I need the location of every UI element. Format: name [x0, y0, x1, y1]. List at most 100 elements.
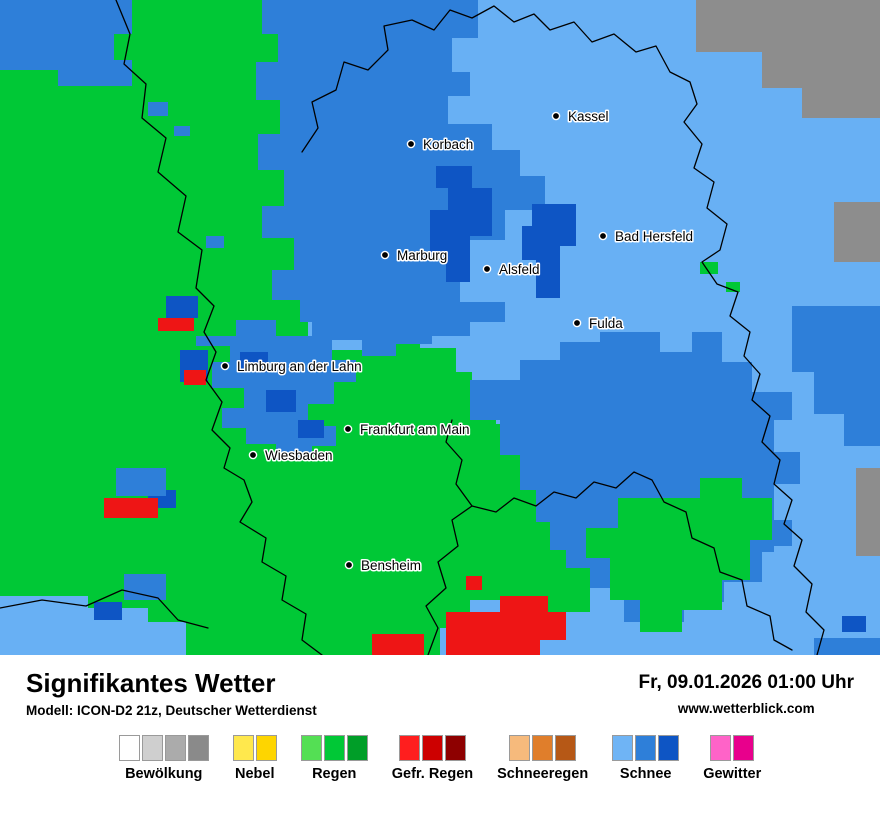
city-dot: [344, 560, 354, 570]
city-marker-fulda: Fulda: [572, 315, 625, 333]
city-dot: [572, 318, 582, 328]
legend-swatch: [555, 734, 577, 761]
patch: [158, 318, 194, 331]
region-snow-mid-topleft: [0, 0, 132, 86]
patch: [446, 596, 566, 655]
legend-swatch: [141, 734, 163, 761]
city-marker-wiesbaden: Wiesbaden: [248, 447, 334, 465]
city-dot: [551, 111, 561, 121]
legend-group-schnee: Schnee: [612, 734, 680, 782]
border-line-west: [115, 0, 323, 655]
legend-label: Bewölkung: [125, 765, 203, 782]
precipitation-regions: [0, 0, 880, 655]
patch: [148, 102, 168, 116]
legend-swatches: [232, 734, 277, 761]
city-dot: [343, 424, 353, 434]
footer-right: Fr, 09.01.2026 01:00 Uhr www.wetterblick…: [639, 669, 854, 716]
model-info: Modell: ICON-D2 21z, Deutscher Wetterdie…: [26, 702, 317, 718]
city-label: Alsfeld: [499, 262, 540, 277]
city-label: Bensheim: [361, 558, 421, 573]
patch: [166, 296, 198, 318]
city-label: Kassel: [568, 109, 609, 124]
city-marker-alsfeld: Alsfeld: [482, 261, 541, 279]
weather-map: Kassel Korbach Bad Hersfeld Marburg Alsf…: [0, 0, 880, 655]
patch: [726, 282, 740, 292]
legend-swatch: [398, 734, 420, 761]
legend-group-gewitter: Gewitter: [703, 734, 762, 782]
city-marker-kassel: Kassel: [551, 108, 610, 126]
patch: [184, 370, 206, 385]
city-markers: Kassel Korbach Bad Hersfeld Marburg Alsf…: [220, 108, 695, 575]
footer-header: Signifikantes Wetter Modell: ICON-D2 21z…: [0, 655, 880, 718]
patch: [104, 498, 158, 518]
legend-swatch: [509, 734, 531, 761]
footer-left: Signifikantes Wetter Modell: ICON-D2 21z…: [26, 669, 317, 718]
state-borders: [0, 0, 825, 655]
city-marker-limburg: Limburg an der Lahn: [220, 358, 363, 376]
legend-swatch: [635, 734, 657, 761]
patch: [174, 126, 190, 136]
patch: [522, 204, 576, 298]
legend-swatches: [118, 734, 209, 761]
city-label: Wiesbaden: [265, 448, 333, 463]
legend-swatch: [444, 734, 466, 761]
forecast-datetime: Fr, 09.01.2026 01:00 Uhr: [638, 672, 854, 693]
city-marker-korbach: Korbach: [406, 136, 475, 154]
city-marker-frankfurt: Frankfurt am Main: [343, 421, 471, 439]
patch: [124, 574, 166, 600]
region-snow-mid-east: [792, 306, 880, 446]
legend-swatch: [255, 734, 277, 761]
page-title: Signifikantes Wetter: [26, 668, 276, 698]
legend-swatch: [532, 734, 554, 761]
legend-swatches: [398, 734, 466, 761]
legend-swatches: [710, 734, 755, 761]
patch: [116, 468, 166, 496]
legend-label: Gewitter: [703, 765, 762, 782]
legend-swatches: [509, 734, 577, 761]
legend-group-nebel: Nebel: [232, 734, 277, 782]
city-label: Bad Hersfeld: [615, 229, 693, 244]
patch: [372, 634, 424, 655]
city-dot: [220, 361, 230, 371]
city-marker-bad-hersfeld: Bad Hersfeld: [598, 228, 695, 246]
region-rain-south: [230, 336, 620, 655]
legend-group-bewoelkung: Bewölkung: [118, 734, 209, 782]
legend-swatch: [710, 734, 732, 761]
patch: [834, 202, 880, 262]
region-rain-east: [586, 478, 772, 632]
legend-swatch: [118, 734, 140, 761]
patch: [814, 638, 880, 655]
city-label: Marburg: [397, 248, 447, 263]
border-line-south: [425, 471, 793, 655]
legend-group-schneeregen: Schneeregen: [497, 734, 589, 782]
patch: [298, 420, 324, 438]
legend-swatches: [612, 734, 680, 761]
map-canvas: Kassel Korbach Bad Hersfeld Marburg Alsf…: [0, 0, 880, 655]
patch: [266, 390, 296, 412]
cloud-patches: [696, 0, 880, 556]
region-snow-light-bottomleft: [0, 596, 186, 655]
city-dot: [406, 139, 416, 149]
city-label: Korbach: [423, 137, 473, 152]
patch: [206, 236, 224, 248]
legend-label: Gefr. Regen: [391, 765, 474, 782]
snow-dark-band-specks: [240, 352, 324, 438]
footer: Signifikantes Wetter Modell: ICON-D2 21z…: [0, 655, 880, 830]
legend-label: Schneeregen: [497, 765, 589, 782]
border-line-bottomleft: [0, 589, 209, 629]
patch: [94, 602, 122, 620]
city-dot: [248, 450, 258, 460]
city-dot: [482, 264, 492, 274]
legend-swatch: [612, 734, 634, 761]
legend-swatch: [346, 734, 368, 761]
legend-swatch: [187, 734, 209, 761]
city-label: Frankfurt am Main: [360, 422, 470, 437]
legend-swatch: [300, 734, 322, 761]
city-dot: [380, 250, 390, 260]
patch: [430, 166, 492, 282]
freezing-rain-patches: [104, 318, 566, 655]
legend-swatch: [232, 734, 254, 761]
region-snow-mid-north: [256, 0, 545, 356]
legend-swatch: [323, 734, 345, 761]
